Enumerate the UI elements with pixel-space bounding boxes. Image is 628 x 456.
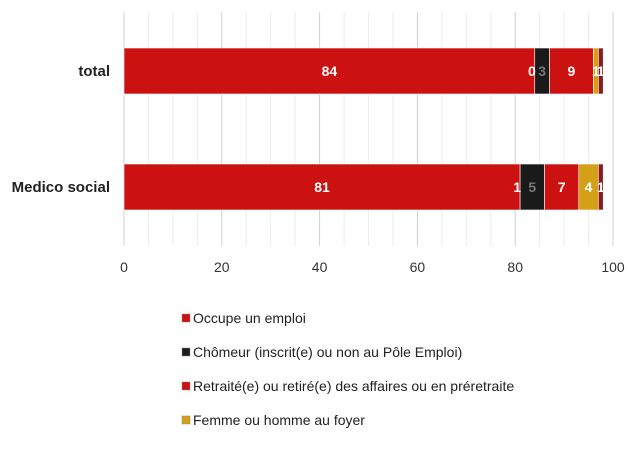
legend-swatch [181,313,191,323]
legend-swatch [181,415,191,425]
data-label: 3 [538,63,546,79]
data-label: 1 [592,63,600,79]
data-label: 9 [568,63,576,79]
legend-entry: Chômeur (inscrit(e) ou non au Pôle Emplo… [193,344,462,360]
data-label: 4 [585,179,593,195]
bar-segment [598,163,604,211]
data-label: 0 [528,63,536,79]
data-label: 1 [513,179,521,195]
x-tick-label: 100 [601,259,625,275]
bar-segment [598,47,604,95]
legend-swatch [181,347,191,357]
grid-lines [123,12,614,246]
bar-segment [544,163,580,211]
data-label: 7 [558,179,566,195]
x-tick-label: 80 [507,259,523,275]
legend-swatch [181,381,191,391]
legend: Occupe un emploi Chômeur (inscrit(e) ou n… [181,310,514,428]
bar-segment [549,47,594,95]
x-tick-label: 20 [214,259,230,275]
category-labels: total Medico social [12,63,110,196]
legend-entry: Retraité(e) ou retiré(e) des affaires ou… [193,378,514,394]
category-label: total [78,63,110,80]
legend-entry: Occupe un emploi [193,310,306,326]
data-label: 1 [597,179,605,195]
x-tick-label: 60 [410,259,426,275]
data-label: 81 [314,179,330,195]
bar-segment [123,163,521,211]
bar-segment [519,163,545,211]
x-axis: 0 20 40 60 80 100 [120,259,625,275]
x-tick-label: 40 [312,259,328,275]
data-label: 84 [322,63,338,79]
data-label: 5 [528,179,536,195]
data-label: 1 [597,63,605,79]
x-tick-label: 0 [120,259,128,275]
legend-entry: Femme ou homme au foyer [193,412,365,428]
category-label: Medico social [12,179,110,196]
